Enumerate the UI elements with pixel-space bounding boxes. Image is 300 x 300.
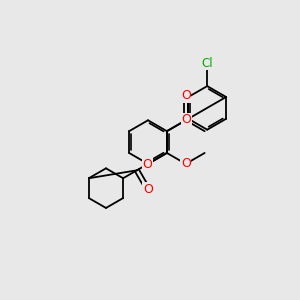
Text: O: O — [182, 113, 192, 126]
Text: O: O — [143, 183, 153, 196]
Text: O: O — [142, 158, 152, 171]
Text: O: O — [181, 89, 191, 102]
Text: Cl: Cl — [201, 57, 213, 70]
Text: O: O — [181, 158, 191, 170]
